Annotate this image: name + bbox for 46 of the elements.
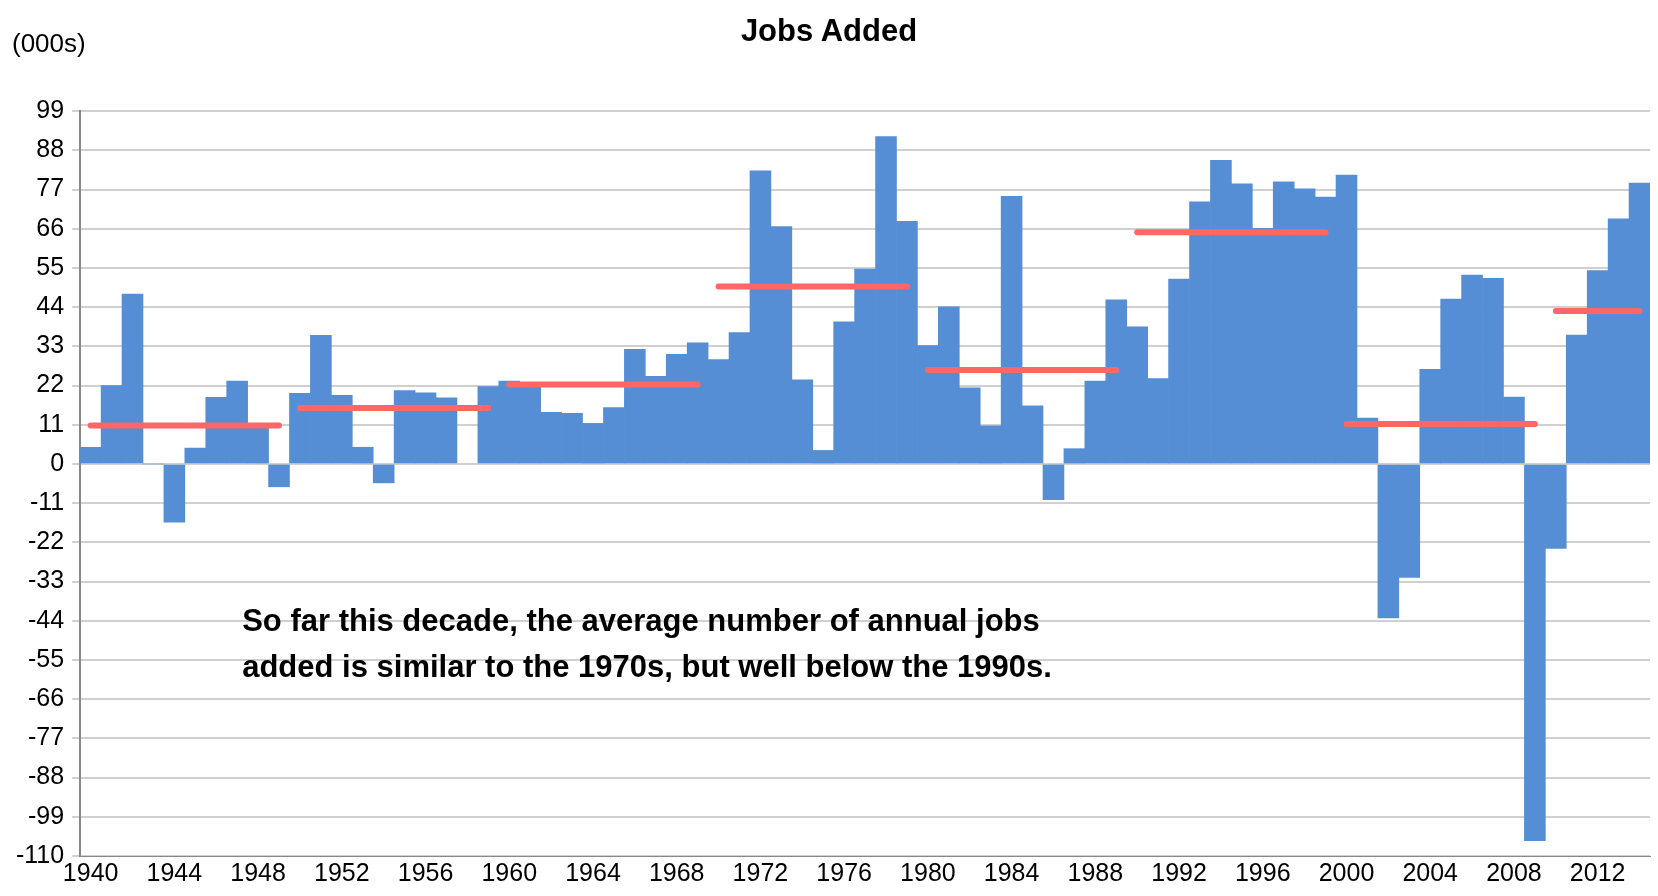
x-tick-label: 1996	[1234, 857, 1291, 886]
x-tick-label: 1964	[565, 857, 621, 886]
y-tick-label: 33	[36, 330, 65, 359]
annotation: So far this decade, the average number of annual jobs added is similar to the 1970s, but well below the 1990s.	[242, 603, 1052, 685]
x-tick-label: 1944	[146, 857, 203, 886]
y-tick-label: -22	[28, 526, 65, 555]
bar	[1042, 464, 1065, 500]
y-tick-label: 88	[36, 134, 65, 163]
chart-title: Jobs Added	[740, 13, 918, 49]
x-tick-label: 2004	[1402, 857, 1459, 886]
y-tick-label: -11	[29, 487, 65, 516]
y-tick-label: 0	[50, 447, 65, 476]
y-tick-label: 44	[36, 291, 65, 320]
x-tick-label: 2012	[1569, 857, 1626, 886]
x-tick-label: 1976	[816, 857, 872, 886]
x-tick-label: 1968	[648, 857, 705, 886]
x-tick-label: 1956	[397, 857, 454, 886]
x-tick-label: 1972	[732, 857, 789, 886]
bar	[268, 464, 290, 488]
x-tick-label: 1940	[62, 857, 119, 886]
x-tick-label: 1992	[1151, 857, 1207, 886]
x-tick-label: 1952	[314, 857, 370, 886]
y-tick-label: 22	[36, 369, 65, 398]
y-axis-title: (000s)	[12, 28, 86, 59]
x-tick-label: 1960	[481, 857, 538, 886]
bar	[163, 464, 186, 523]
x-tick-label: 2008	[1486, 857, 1542, 886]
y-tick-label: 66	[36, 212, 65, 241]
y-tick-label: -99	[28, 800, 65, 829]
x-tick-label: 2000	[1318, 857, 1375, 886]
x-tick-label: 1984	[983, 857, 1040, 886]
y-tick-label: -110	[15, 839, 65, 868]
y-tick-label: -33	[28, 565, 65, 594]
y-tick-label: 99	[36, 95, 65, 124]
y-tick-label: 55	[36, 251, 65, 280]
y-tick-label: 11	[38, 408, 65, 437]
y-tick-label: -88	[28, 761, 65, 790]
x-tick-label: 1988	[1067, 857, 1124, 886]
y-tick-label: -66	[28, 683, 65, 712]
y-tick-label: -77	[28, 722, 65, 751]
x-tick-label: 1948	[230, 857, 286, 886]
y-tick-label: 77	[36, 173, 65, 202]
y-tick-label: -55	[28, 643, 65, 672]
x-tick-label: 1980	[900, 857, 956, 886]
bar	[372, 464, 395, 484]
y-tick-label: -44	[28, 604, 65, 633]
